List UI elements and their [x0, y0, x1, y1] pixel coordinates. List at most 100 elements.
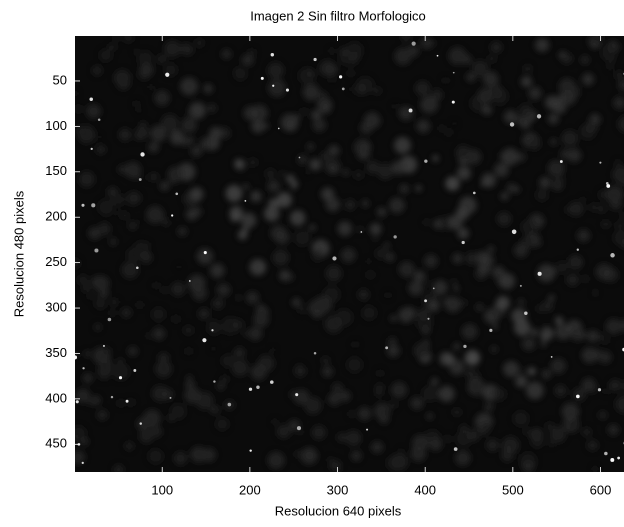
texture-blob: [358, 227, 363, 232]
texture-blob: [191, 446, 207, 462]
texture-blob: [195, 38, 204, 47]
texture-blob: [78, 126, 96, 144]
texture-blob: [121, 261, 138, 278]
texture-blob: [570, 419, 580, 429]
texture-blob: [211, 346, 216, 351]
texture-blob: [394, 137, 411, 154]
highlight-dot: [604, 452, 608, 456]
texture-blob: [327, 457, 332, 462]
texture-blob: [609, 379, 621, 391]
highlight-dot: [437, 55, 439, 57]
texture-blob: [248, 158, 257, 167]
texture-blob: [268, 79, 286, 97]
texture-blob: [535, 240, 541, 246]
texture-blob: [591, 32, 603, 44]
texture-blob: [299, 430, 303, 434]
highlight-dot: [576, 395, 580, 399]
texture-blob: [325, 63, 338, 76]
texture-blob: [614, 70, 624, 80]
texture-blob: [170, 404, 186, 420]
texture-blob: [410, 397, 423, 410]
texture-blob: [394, 48, 411, 65]
texture-blob: [248, 327, 262, 341]
texture-blob: [572, 388, 586, 402]
highlight-dot: [111, 396, 113, 398]
texture-blob: [519, 369, 525, 375]
highlight-dot: [73, 355, 77, 359]
texture-blob: [542, 300, 553, 311]
texture-blob: [157, 55, 166, 64]
texture-blob: [294, 230, 310, 246]
texture-blob: [114, 33, 121, 40]
texture-blob: [140, 63, 154, 77]
texture-blob: [615, 160, 620, 165]
texture-blob: [432, 155, 438, 161]
x-tick-label: 600: [590, 482, 612, 497]
texture-blob: [593, 291, 597, 295]
texture-blob: [217, 283, 230, 296]
highlight-dot: [171, 214, 173, 216]
texture-blob: [192, 286, 207, 301]
texture-blob: [246, 291, 259, 304]
highlight-dot: [314, 352, 317, 355]
texture-blob: [504, 110, 518, 124]
texture-blob: [500, 192, 508, 200]
x-tick-label: 500: [502, 482, 524, 497]
texture-blob: [537, 305, 544, 312]
texture-blob: [291, 180, 298, 187]
texture-blob: [555, 385, 567, 397]
texture-blob: [125, 442, 134, 451]
texture-blob: [518, 299, 524, 305]
texture-blob: [442, 77, 449, 84]
texture-blob: [442, 297, 452, 307]
texture-blob: [521, 220, 536, 235]
texture-blob: [427, 300, 439, 312]
texture-blob: [208, 104, 217, 113]
texture-blob: [548, 113, 559, 124]
highlight-dot: [463, 345, 466, 348]
highlight-dot: [272, 85, 274, 87]
texture-blob: [321, 188, 334, 201]
texture-blob: [377, 164, 393, 180]
texture-blob: [325, 315, 343, 333]
texture-blob: [133, 101, 139, 107]
y-tick-label: 150: [45, 163, 67, 178]
texture-blob: [472, 60, 489, 77]
texture-blob: [376, 383, 384, 391]
highlight-dot: [82, 462, 84, 464]
texture-blob: [429, 437, 442, 450]
texture-blob: [113, 465, 123, 475]
highlight-dot: [81, 204, 84, 207]
highlight-dot: [361, 231, 363, 233]
texture-blob: [305, 171, 309, 175]
texture-blob: [243, 331, 248, 336]
texture-blob: [341, 248, 356, 263]
texture-blob: [585, 121, 598, 134]
texture-blob: [399, 184, 408, 193]
highlight-dot: [244, 200, 246, 202]
texture-blob: [117, 399, 125, 407]
texture-blob: [281, 114, 299, 132]
texture-blob: [460, 426, 468, 434]
texture-blob: [117, 358, 123, 364]
texture-blob: [273, 249, 289, 265]
texture-blob: [439, 386, 455, 402]
texture-blob: [602, 220, 610, 228]
texture-blob: [134, 50, 138, 54]
texture-blob: [280, 171, 284, 175]
texture-blob: [300, 108, 308, 116]
highlight-dot: [139, 178, 142, 181]
texture-blob: [493, 325, 497, 329]
highlight-dot: [228, 403, 232, 407]
highlight-dot: [98, 118, 101, 121]
texture-blob: [150, 125, 167, 142]
highlight-dot: [409, 109, 413, 113]
highlight-dot: [606, 184, 610, 188]
highlight-dot: [126, 400, 129, 403]
texture-blob: [491, 346, 498, 353]
texture-blob: [550, 358, 565, 373]
texture-blob: [100, 374, 107, 381]
texture-blob: [384, 410, 390, 416]
highlight-dot: [453, 72, 455, 74]
x-tick-label: 200: [239, 482, 261, 497]
